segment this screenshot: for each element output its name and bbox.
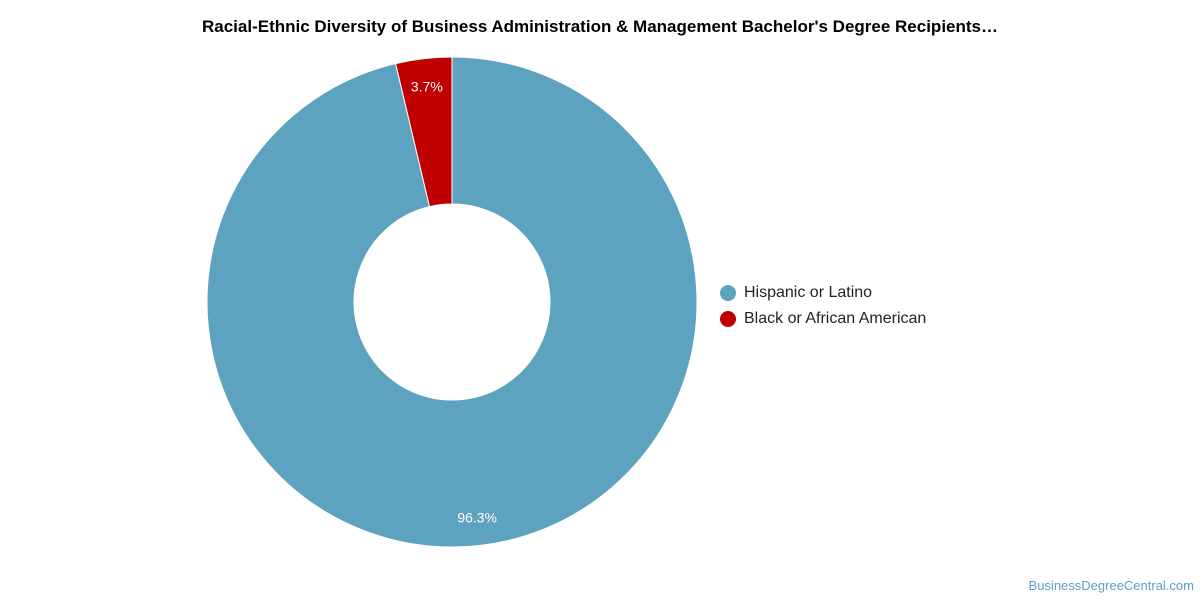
data-label-black-or-african-american: 3.7% <box>411 78 443 94</box>
legend-label-black-or-african-american: Black or African American <box>744 310 927 327</box>
legend-label-hispanic-or-latino: Hispanic or Latino <box>744 284 873 301</box>
legend-swatch-hispanic-or-latino <box>720 285 736 301</box>
slice-hispanic-or-latino[interactable] <box>206 56 698 548</box>
data-label-hispanic-or-latino: 96.3% <box>457 510 497 526</box>
watermark-link[interactable]: BusinessDegreeCentral.com <box>1028 578 1194 593</box>
legend-item-black-or-african-american[interactable]: Black or African American <box>720 306 926 332</box>
legend-swatch-black-or-african-american <box>720 311 736 327</box>
legend-item-hispanic-or-latino[interactable]: Hispanic or Latino <box>720 280 926 306</box>
legend: Hispanic or Latino Black or African Amer… <box>720 280 926 332</box>
chart-title: Racial-Ethnic Diversity of Business Admi… <box>201 17 998 36</box>
